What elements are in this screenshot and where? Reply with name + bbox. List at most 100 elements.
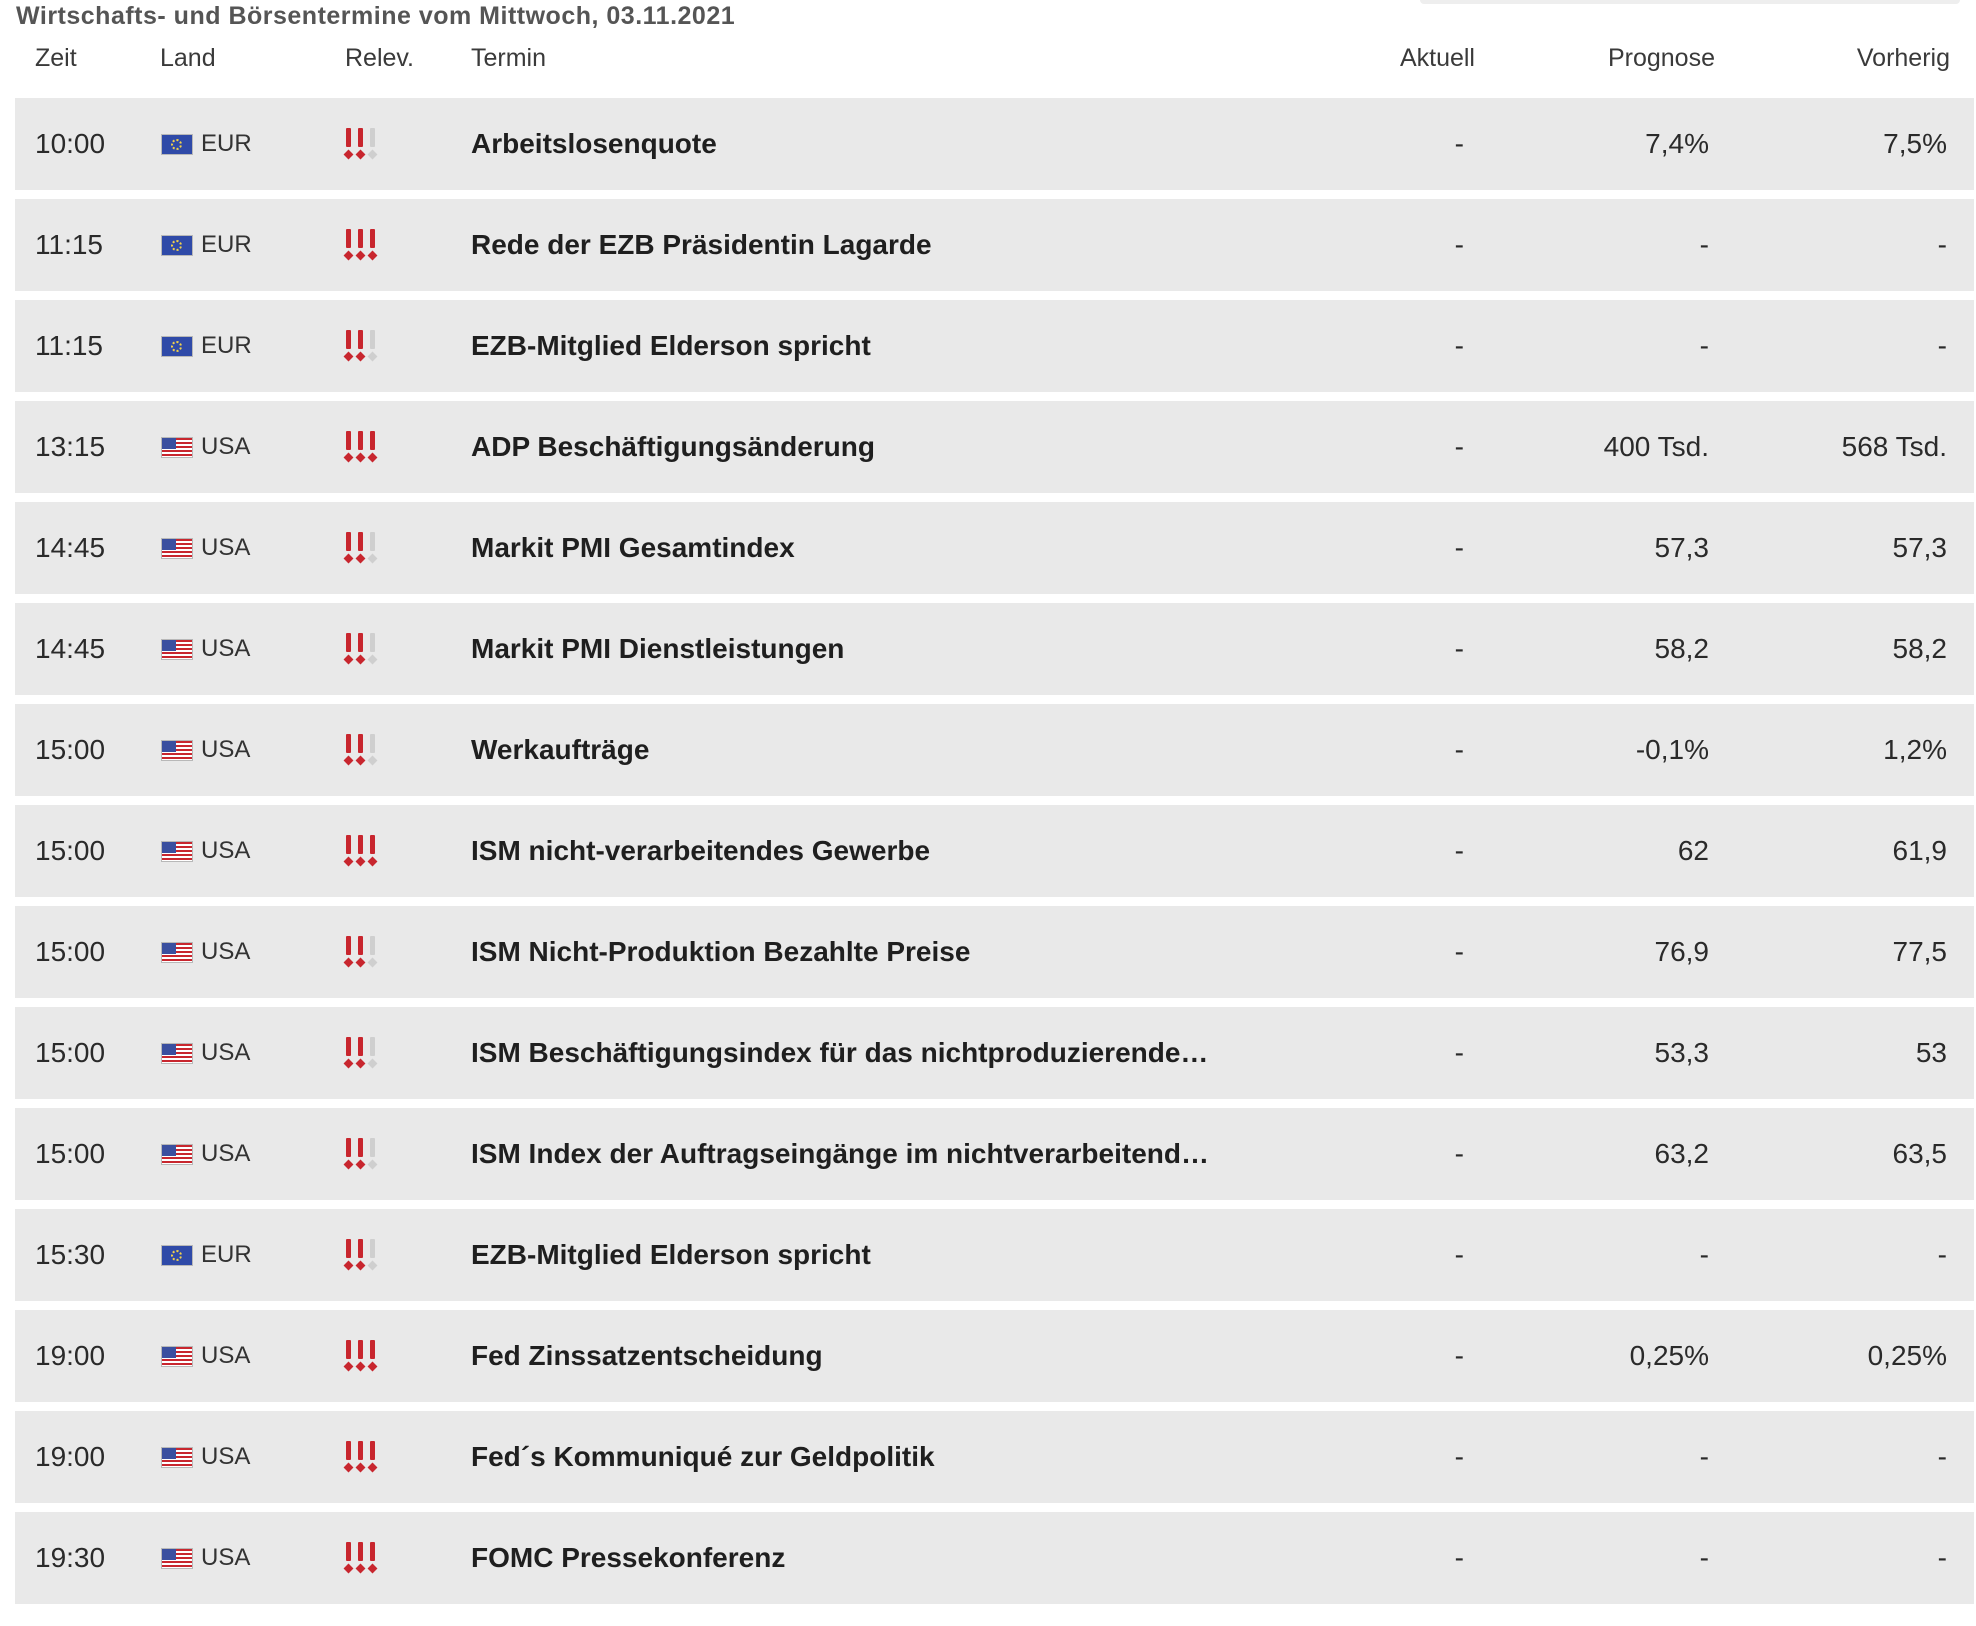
country-code: USA (201, 1342, 251, 1369)
country-code: USA (201, 1039, 251, 1066)
relevance-cell (345, 199, 381, 291)
table-row[interactable]: 15:00 USA ISM Nicht-Produktion Bezahlte … (15, 906, 1974, 998)
column-header-land[interactable]: Land (160, 44, 216, 72)
country-cell: USA (161, 1411, 250, 1503)
time-cell: 15:00 (35, 1138, 106, 1169)
relevance-cell (345, 1310, 381, 1402)
event-cell[interactable]: ISM Index der Auftragseingänge im nichtv… (471, 1138, 1211, 1169)
country-code: USA (201, 1443, 251, 1470)
table-row[interactable]: 15:30 EUR EZB-Mitglied Elderson spricht … (15, 1209, 1974, 1301)
column-header-prognose[interactable]: Prognose (1607, 44, 1715, 72)
table-header: Zeit Land Relev. Termin Aktuell Prognose… (15, 44, 1960, 84)
forecast-cell: - (1699, 330, 1709, 361)
column-header-vorherig[interactable]: Vorherig (1856, 44, 1950, 72)
relevance-cell (345, 300, 381, 392)
time-cell: 11:15 (35, 229, 103, 260)
country-code: EUR (201, 231, 252, 258)
country-cell: USA (161, 906, 250, 998)
country-cell: USA (161, 1310, 250, 1402)
relevance-icon (345, 1538, 381, 1578)
event-cell[interactable]: Rede der EZB Präsidentin Lagarde (471, 229, 932, 260)
event-cell[interactable]: Fed´s Kommuniqué zur Geldpolitik (471, 1441, 935, 1472)
table-row[interactable]: 15:00 USA ISM Index der Auftragseingänge… (15, 1108, 1974, 1200)
relevance-cell (345, 401, 381, 493)
previous-cell: 77,5 (1892, 936, 1948, 967)
forecast-cell: - (1699, 229, 1709, 260)
event-cell[interactable]: FOMC Pressekonferenz (471, 1542, 786, 1573)
previous-cell: 63,5 (1892, 1138, 1948, 1169)
event-cell[interactable]: Fed Zinssatzentscheidung (471, 1340, 823, 1371)
event-cell[interactable]: Markit PMI Gesamtindex (471, 532, 795, 563)
column-header-relevance[interactable]: Relev. (345, 44, 415, 72)
forecast-cell: 58,2 (1654, 633, 1710, 664)
event-cell[interactable]: Werkaufträge (471, 734, 650, 765)
time-cell: 14:45 (35, 532, 106, 563)
table-row[interactable]: 13:15 USA ADP Beschäftigungsänderung - 4… (15, 401, 1974, 493)
actual-cell: - (1454, 1138, 1464, 1169)
table-row[interactable]: 19:00 USA Fed Zinssatzentscheidung - 0,2… (15, 1310, 1974, 1402)
actual-cell: - (1454, 734, 1464, 765)
table-row[interactable]: 15:00 USA ISM nicht-verarbeitendes Gewer… (15, 805, 1974, 897)
actual-cell: - (1454, 1542, 1464, 1573)
time-cell: 15:30 (35, 1239, 106, 1270)
previous-cell: 0,25% (1867, 1340, 1947, 1371)
forecast-cell: 7,4% (1645, 128, 1709, 159)
country-cell: EUR (161, 98, 252, 190)
country-code: USA (201, 837, 251, 864)
relevance-cell (345, 98, 381, 190)
table-row[interactable]: 15:00 USA ISM Beschäftigungsindex für da… (15, 1007, 1974, 1099)
table-row[interactable]: 11:15 EUR Rede der EZB Präsidentin Lagar… (15, 199, 1974, 291)
table-row[interactable]: 14:45 USA Markit PMI Gesamtindex - 57,3 … (15, 502, 1974, 594)
event-cell[interactable]: Arbeitslosenquote (471, 128, 717, 159)
event-cell[interactable]: ISM Beschäftigungsindex für das nichtpro… (471, 1037, 1211, 1068)
country-cell: EUR (161, 199, 252, 291)
table-row[interactable]: 14:45 USA Markit PMI Dienstleistungen - … (15, 603, 1974, 695)
eu-flag-icon (161, 335, 193, 357)
actual-cell: - (1454, 1239, 1464, 1270)
column-header-zeit[interactable]: Zeit (35, 44, 77, 72)
country-code: USA (201, 938, 251, 965)
country-cell: USA (161, 1007, 250, 1099)
event-cell[interactable]: EZB-Mitglied Elderson spricht (471, 1239, 871, 1270)
relevance-cell (345, 906, 381, 998)
actual-cell: - (1454, 1441, 1464, 1472)
actual-cell: - (1454, 633, 1464, 664)
table-row[interactable]: 11:15 EUR EZB-Mitglied Elderson spricht … (15, 300, 1974, 392)
relevance-cell (345, 603, 381, 695)
column-header-termin[interactable]: Termin (471, 44, 547, 72)
time-cell: 15:00 (35, 1037, 106, 1068)
relevance-icon (345, 1437, 381, 1477)
relevance-icon (345, 326, 381, 366)
previous-cell: 568 Tsd. (1841, 431, 1947, 462)
table-row[interactable]: 19:30 USA FOMC Pressekonferenz - - - (15, 1512, 1974, 1604)
event-cell[interactable]: EZB-Mitglied Elderson spricht (471, 330, 871, 361)
country-cell: EUR (161, 1209, 252, 1301)
country-cell: USA (161, 401, 250, 493)
previous-cell: 7,5% (1883, 128, 1947, 159)
country-cell: USA (161, 1512, 250, 1604)
us-flag-icon (161, 1446, 193, 1468)
column-header-aktuell[interactable]: Aktuell (1399, 44, 1475, 72)
table-row[interactable]: 19:00 USA Fed´s Kommuniqué zur Geldpolit… (15, 1411, 1974, 1503)
relevance-icon (345, 225, 381, 265)
relevance-icon (345, 932, 381, 972)
forecast-cell: 400 Tsd. (1603, 431, 1709, 462)
relevance-icon (345, 1134, 381, 1174)
relevance-icon (345, 831, 381, 871)
table-row[interactable]: 10:00 EUR Arbeitslosenquote - 7,4% 7,5% (15, 98, 1974, 190)
event-cell[interactable]: ADP Beschäftigungsänderung (471, 431, 875, 462)
forecast-cell: 57,3 (1654, 532, 1710, 563)
time-cell: 15:00 (35, 835, 106, 866)
country-code: USA (201, 736, 251, 763)
actual-cell: - (1454, 835, 1464, 866)
table-row[interactable]: 15:00 USA Werkaufträge - -0,1% 1,2% (15, 704, 1974, 796)
us-flag-icon (161, 941, 193, 963)
previous-cell: 53 (1915, 1037, 1947, 1068)
event-cell[interactable]: ISM nicht-verarbeitendes Gewerbe (471, 835, 931, 866)
time-cell: 19:00 (35, 1340, 106, 1371)
us-flag-icon (161, 436, 193, 458)
event-cell[interactable]: Markit PMI Dienstleistungen (471, 633, 845, 664)
relevance-icon (345, 1336, 381, 1376)
relevance-cell (345, 502, 381, 594)
event-cell[interactable]: ISM Nicht-Produktion Bezahlte Preise (471, 936, 971, 967)
